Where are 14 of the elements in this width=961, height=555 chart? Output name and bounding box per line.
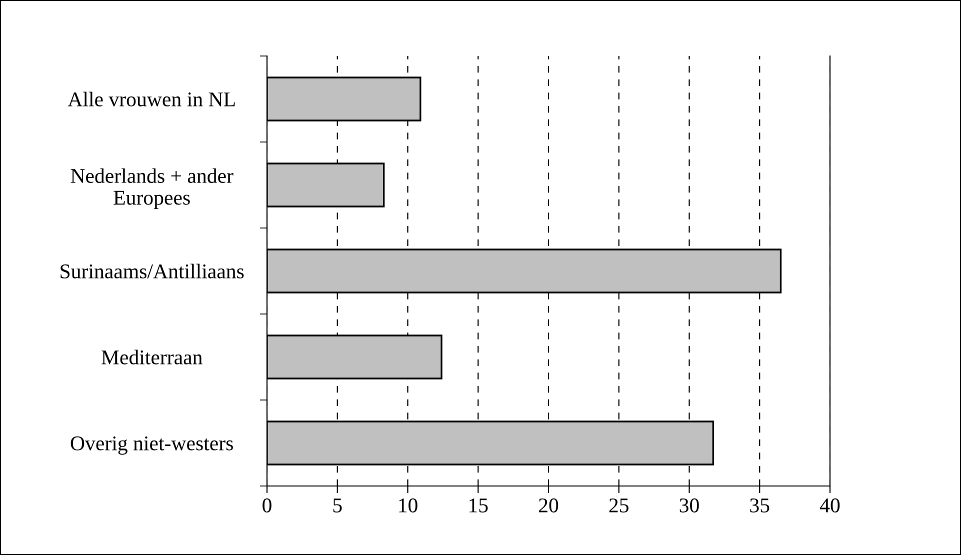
x-tick-label: 35: [750, 498, 770, 512]
y-tick-label: Alle vrouwen in NL: [68, 92, 235, 106]
x-tick-label: 30: [680, 498, 699, 512]
x-tick-label: 15: [470, 498, 488, 512]
y-tick-label: Surinaams/Antilliaans: [60, 264, 244, 278]
y-tick-label: Nederlands + ander Europees: [70, 168, 234, 210]
x-tick-label: 5: [333, 498, 342, 512]
x-tick-label: 25: [609, 498, 628, 512]
x-tick-label: 20: [539, 498, 558, 512]
y-tick-label: Mediterraan: [102, 350, 202, 364]
x-tick-label: 0: [262, 498, 272, 512]
x-tick-label: 40: [820, 498, 840, 512]
y-tick-label: Overig niet-westers: [70, 436, 233, 455]
x-tick-label: 10: [399, 498, 418, 512]
